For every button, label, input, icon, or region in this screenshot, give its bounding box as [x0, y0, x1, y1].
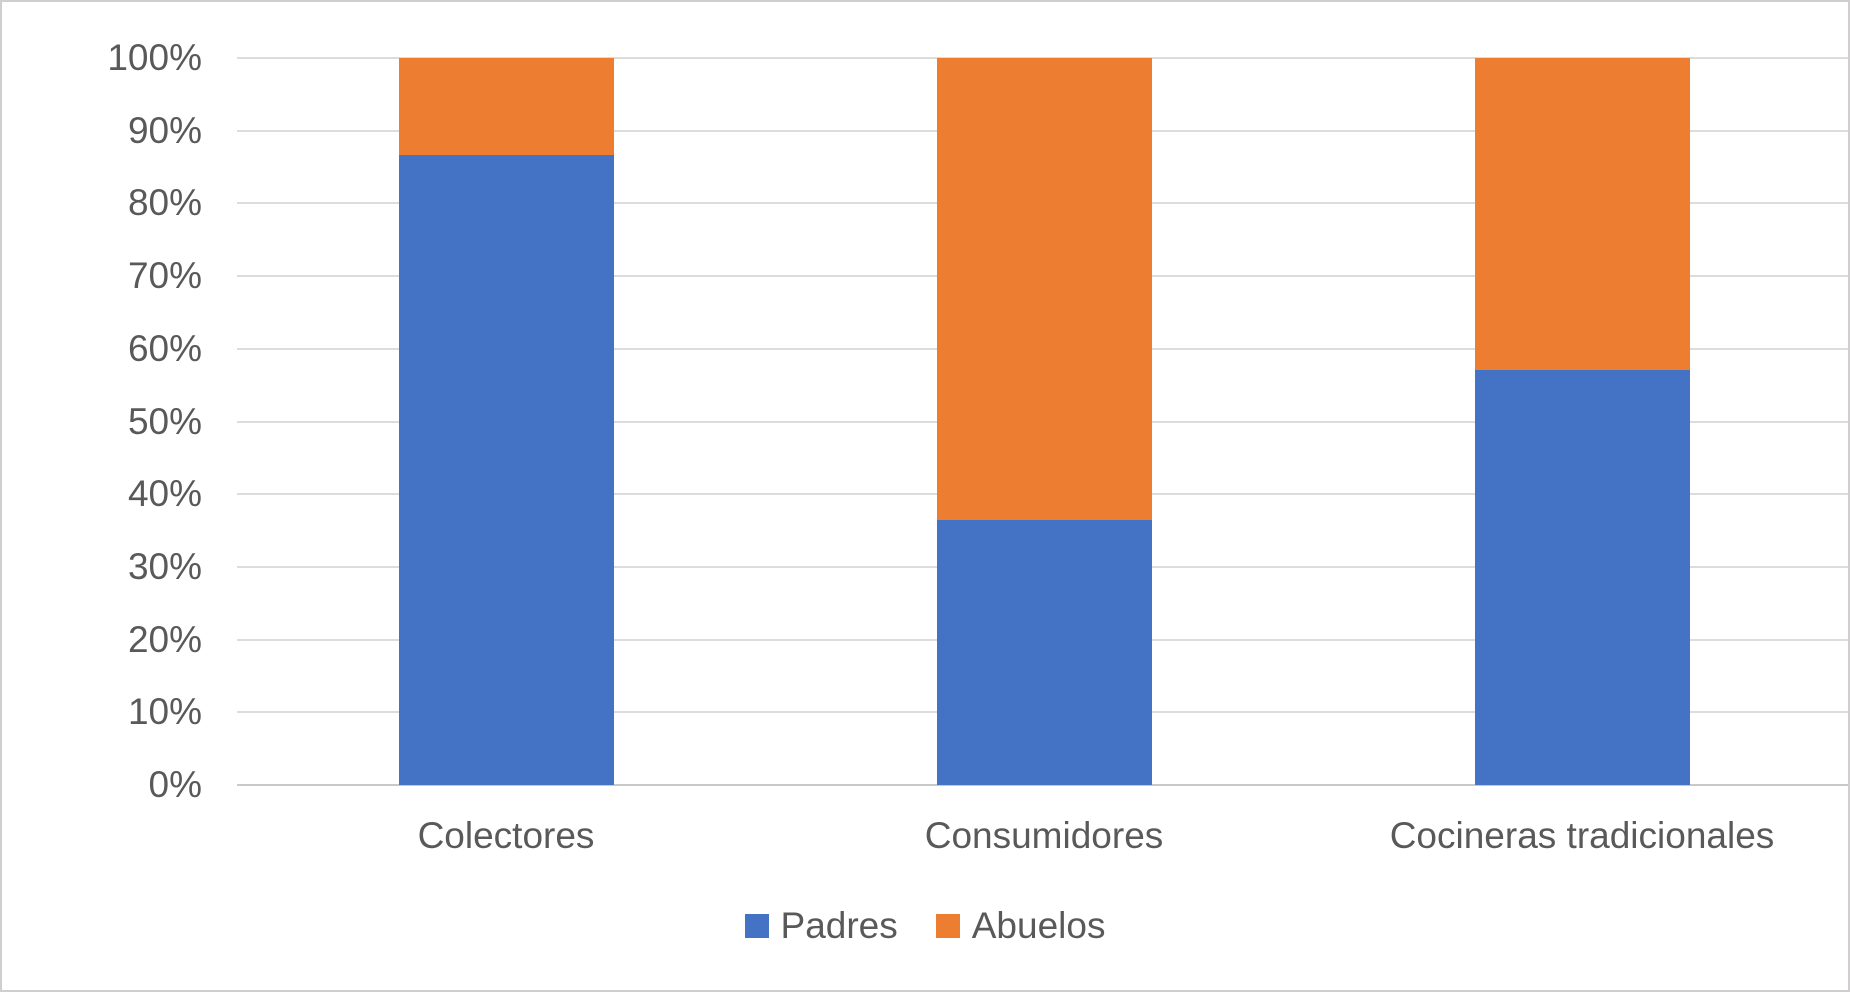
legend-label-padres: Padres: [780, 905, 898, 946]
x-axis-category-label-cocineras-tradicionales: Cocineras tradicionales: [1389, 815, 1775, 856]
y-axis-tick-label-20: 20%: [127, 618, 202, 660]
bar-segment-padres-colectores[interactable]: [398, 154, 614, 785]
y-axis-tick-label-90: 90%: [127, 109, 202, 151]
legend-swatch-abuelos: [935, 914, 960, 938]
y-axis-tick-label-50: 50%: [127, 400, 202, 442]
legend-swatch-padres: [744, 914, 769, 938]
legend-item-abuelos[interactable]: Abuelos: [935, 904, 1106, 948]
y-axis-tick-label-60: 60%: [127, 327, 202, 369]
bar-segment-padres-cocineras-tradicionales[interactable]: [1474, 369, 1690, 785]
bar-segment-abuelos-cocineras-tradicionales[interactable]: [1474, 58, 1690, 370]
y-axis-tick-label-10: 10%: [127, 691, 202, 733]
y-axis-tick-label-30: 30%: [127, 545, 202, 587]
bar-colectores: [398, 58, 614, 785]
y-axis-tick-label-40: 40%: [127, 473, 202, 515]
bar-segment-abuelos-consumidores[interactable]: [936, 58, 1152, 521]
bar-cocineras-tradicionales: [1474, 58, 1690, 785]
y-axis-tick-label-80: 80%: [127, 182, 202, 224]
x-axis-category-label-consumidores: Consumidores: [924, 815, 1164, 856]
legend-item-padres[interactable]: Padres: [744, 904, 898, 948]
y-axis-tick-label-100: 100%: [107, 37, 202, 78]
gridline-100: [237, 57, 1848, 59]
plot-area: [237, 57, 1848, 786]
chart-legend: Padres Abuelos: [2, 902, 1848, 950]
bar-segment-abuelos-colectores[interactable]: [398, 58, 614, 155]
y-axis-tick-label-0: 0%: [148, 764, 202, 805]
x-axis-line: [237, 784, 1848, 786]
bar-consumidores: [936, 58, 1152, 785]
legend-label-abuelos: Abuelos: [971, 905, 1106, 946]
y-axis-tick-label-70: 70%: [127, 255, 202, 297]
bar-segment-padres-consumidores[interactable]: [936, 520, 1152, 785]
x-axis-category-label-colectores: Colectores: [417, 815, 595, 856]
